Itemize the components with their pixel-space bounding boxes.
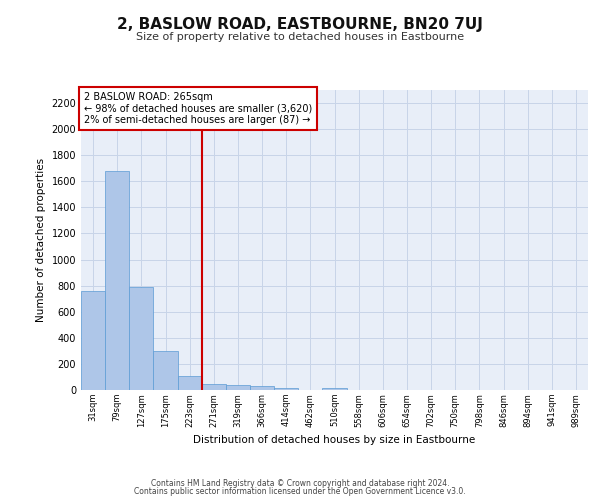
Y-axis label: Number of detached properties: Number of detached properties (36, 158, 46, 322)
Text: 2 BASLOW ROAD: 265sqm
← 98% of detached houses are smaller (3,620)
2% of semi-de: 2 BASLOW ROAD: 265sqm ← 98% of detached … (83, 92, 312, 124)
Bar (202, 384, 226, 390)
Text: Size of property relative to detached houses in Eastbourne: Size of property relative to detached ho… (136, 32, 464, 42)
Text: Contains HM Land Registry data © Crown copyright and database right 2024.: Contains HM Land Registry data © Crown c… (151, 478, 449, 488)
Bar (105, 171, 129, 390)
Bar (178, 376, 202, 390)
Bar (322, 388, 347, 390)
Bar (81, 291, 105, 390)
Bar (250, 386, 274, 390)
Bar (154, 351, 178, 390)
Bar (129, 287, 154, 390)
X-axis label: Distribution of detached houses by size in Eastbourne: Distribution of detached houses by size … (193, 435, 476, 445)
Bar (226, 386, 250, 390)
Text: Contains public sector information licensed under the Open Government Licence v3: Contains public sector information licen… (134, 487, 466, 496)
Bar (274, 388, 298, 390)
Text: 2, BASLOW ROAD, EASTBOURNE, BN20 7UJ: 2, BASLOW ROAD, EASTBOURNE, BN20 7UJ (117, 18, 483, 32)
